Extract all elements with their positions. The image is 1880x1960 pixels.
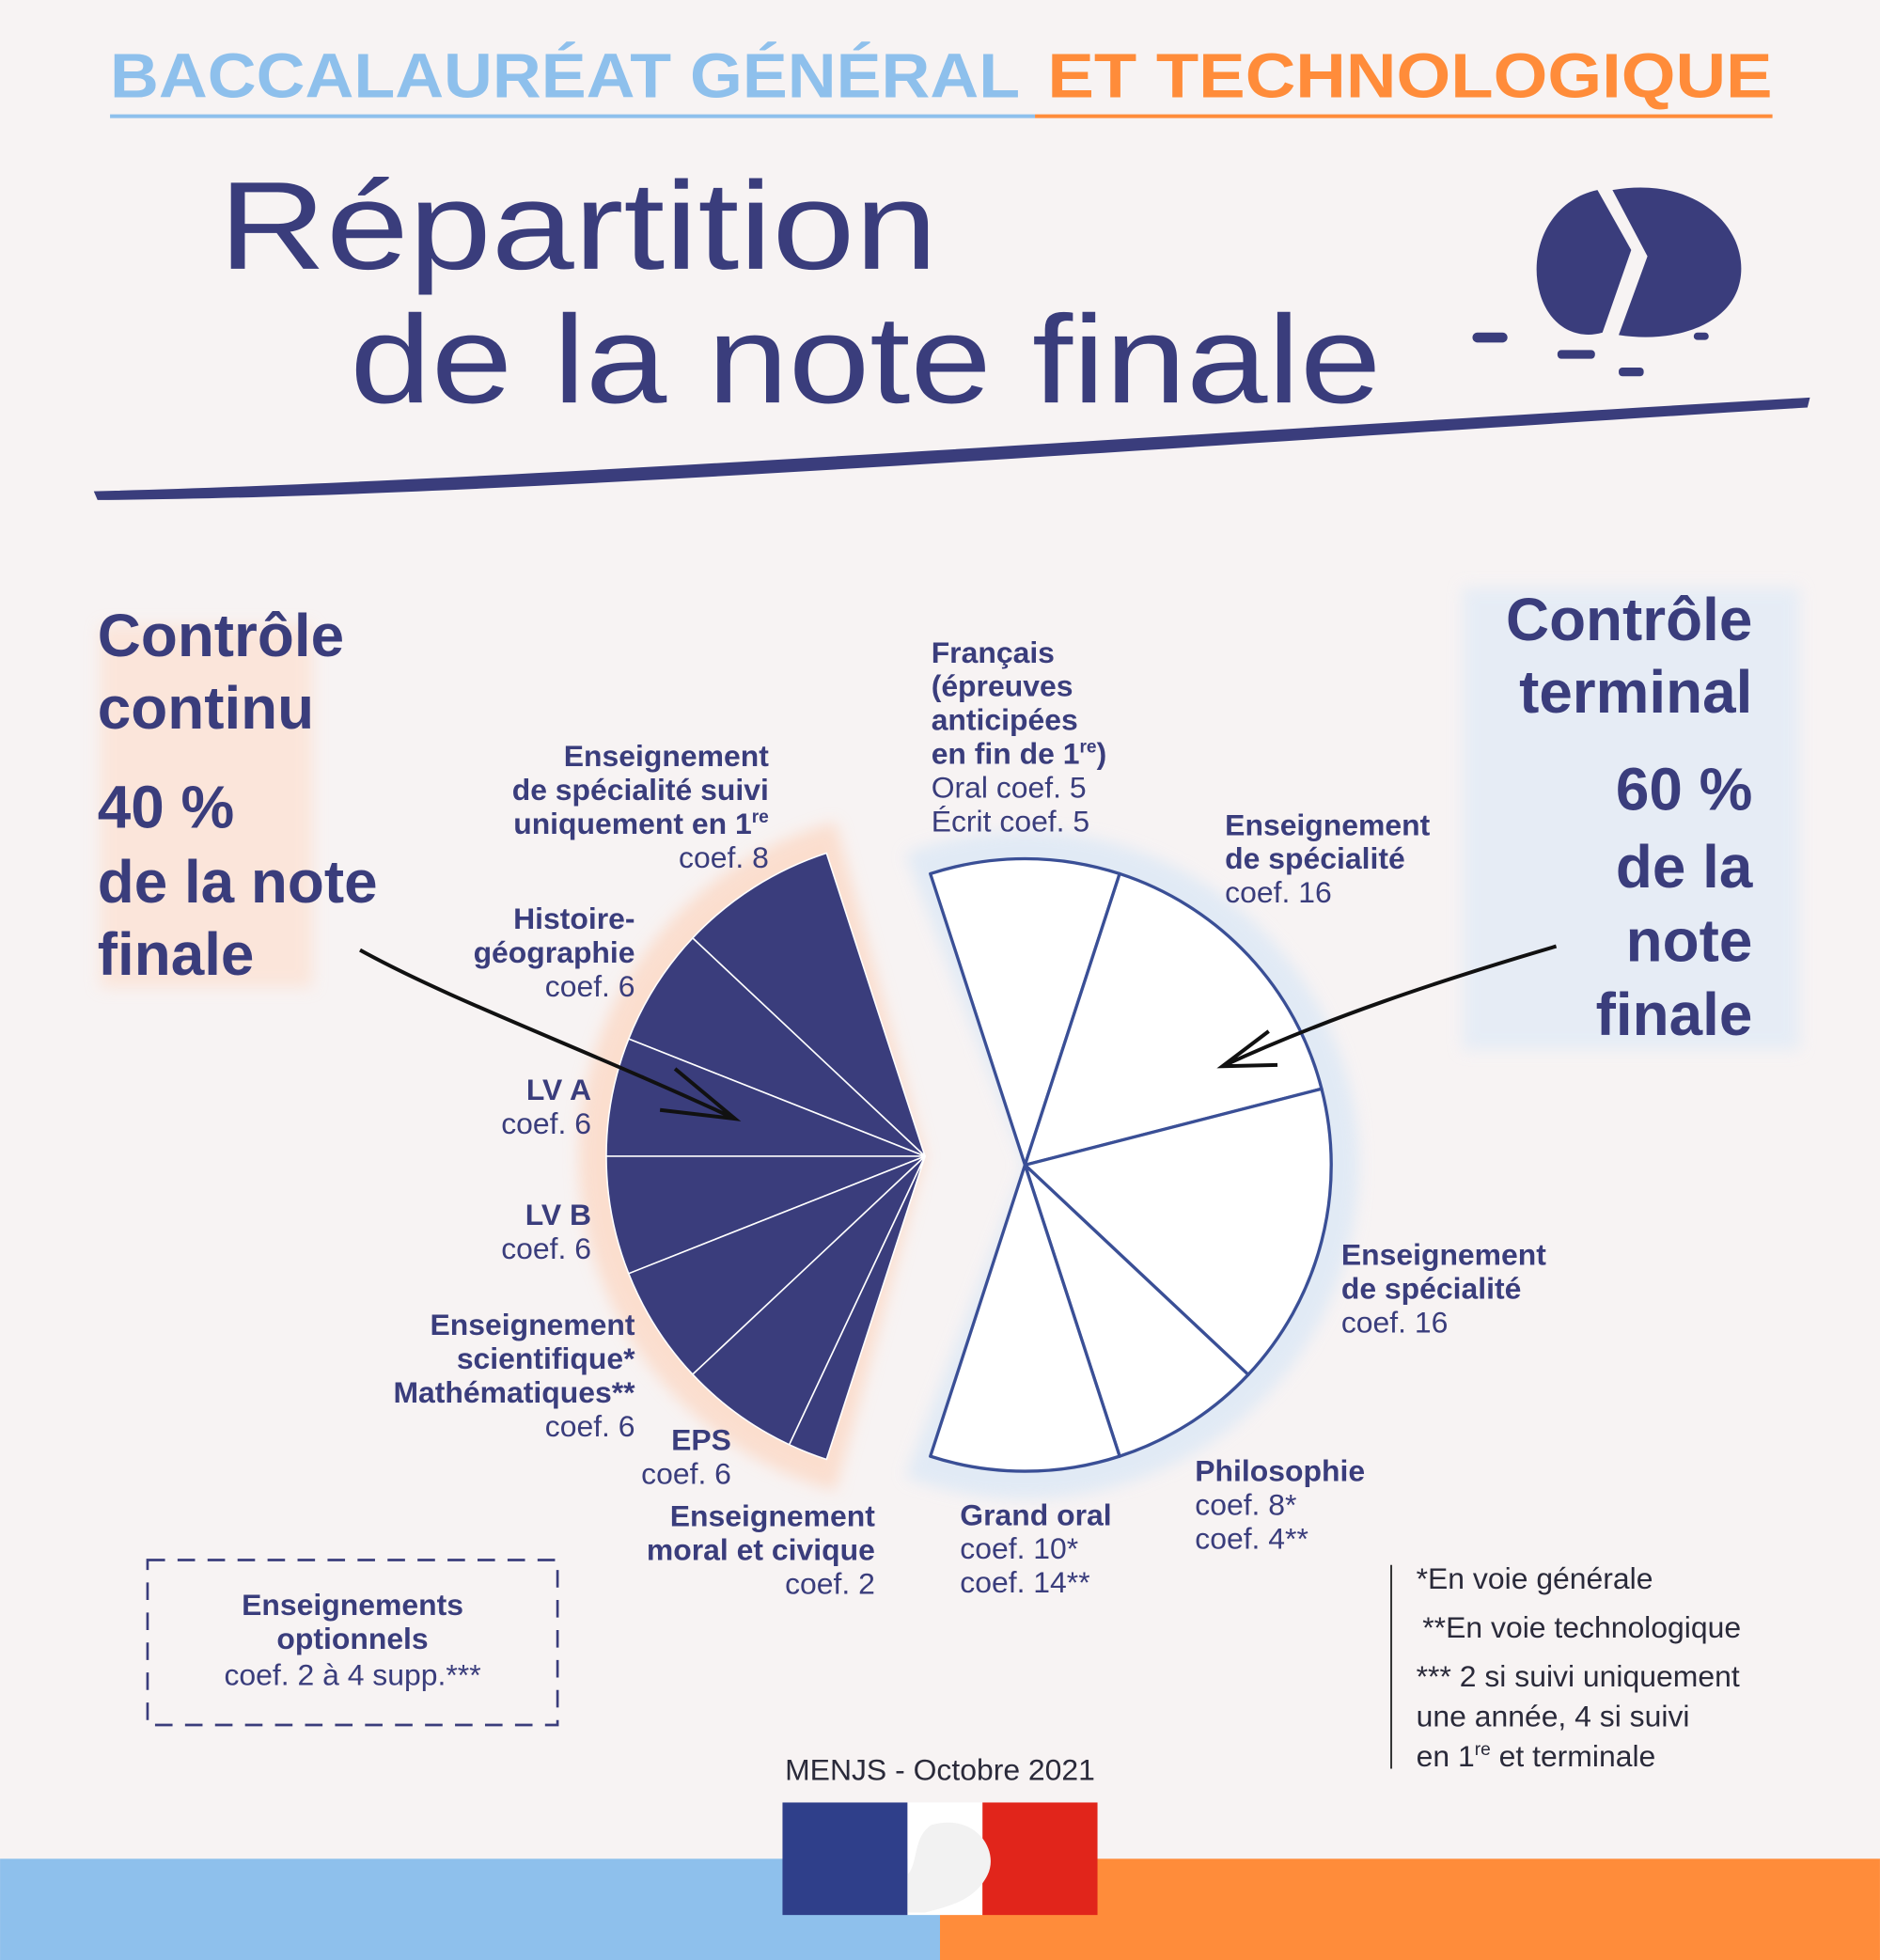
slice-name: Français xyxy=(932,635,1055,669)
slice-coef: coef. 6 xyxy=(501,1231,591,1265)
superscript: re xyxy=(1079,737,1096,757)
title-line: Répartition xyxy=(219,157,938,296)
panel-share: 40 % xyxy=(98,773,234,840)
panel-tail: finale xyxy=(98,920,255,988)
slice-name: Enseignement xyxy=(1341,1238,1546,1272)
slice-coef: coef. 16 xyxy=(1225,875,1332,909)
text-run: en fin de 1 xyxy=(932,736,1080,770)
logo xyxy=(782,1802,1098,1916)
slice-coef: coef. 6 xyxy=(545,969,635,1003)
superscript: re xyxy=(1475,1740,1491,1760)
slice-name: de spécialité xyxy=(1225,841,1405,875)
panel-share: 60 % xyxy=(1616,756,1752,823)
slice-name: scientifique* xyxy=(457,1341,635,1375)
pie-slice xyxy=(1023,1087,1333,1376)
slice-coef: coef. 4** xyxy=(1195,1522,1308,1556)
footnote: *En voie générale xyxy=(1417,1561,1653,1595)
slice-name: EPS xyxy=(671,1422,731,1456)
pie-slice xyxy=(1023,871,1324,1167)
header-part1: BACCALAURÉAT GÉNÉRAL xyxy=(110,41,1020,112)
slice-coef: coef. 6 xyxy=(501,1106,591,1140)
options-title: optionnels xyxy=(276,1622,428,1655)
slice-coef: coef. 10* xyxy=(960,1531,1078,1565)
left-backdrop xyxy=(100,624,313,988)
panel-heading: Contrôle xyxy=(98,602,344,669)
panel-tail: de la xyxy=(1616,833,1753,901)
slice-name: de spécialité xyxy=(1341,1272,1522,1306)
pie-slice xyxy=(692,852,926,1157)
superscript: re xyxy=(752,808,769,827)
text-run: en 1 xyxy=(1417,1739,1475,1773)
text-run: et terminale xyxy=(1491,1739,1656,1773)
footnote: en 1re et terminale xyxy=(1417,1739,1656,1773)
options-title: Enseignements xyxy=(242,1588,463,1622)
pie-slice xyxy=(1023,1163,1250,1458)
options-detail: coef. 2 à 4 supp.*** xyxy=(224,1657,480,1691)
right-backdrop xyxy=(1462,587,1800,1050)
slice-coef: coef. 6 xyxy=(641,1456,731,1490)
panel-tail: finale xyxy=(1596,980,1753,1048)
panel-tail: de la note xyxy=(98,848,378,916)
pie xyxy=(605,852,1333,1473)
slice-name: Grand oral xyxy=(960,1497,1111,1531)
title-line: de la note finale xyxy=(350,290,1381,430)
slice-coef: coef. 8* xyxy=(1195,1488,1296,1522)
pie-slice xyxy=(692,1155,926,1446)
slice-name: géographie xyxy=(474,935,635,969)
slice-coef: coef. 2 xyxy=(785,1566,875,1600)
footnote: *** 2 si suivi uniquement xyxy=(1417,1659,1740,1693)
slice-name: LV A xyxy=(526,1073,591,1106)
options-box xyxy=(146,1559,559,1727)
arrow xyxy=(359,948,742,1121)
panel-heading: continu xyxy=(98,674,314,742)
slice-name: Enseignement xyxy=(564,739,769,773)
slice-name: moral et civique xyxy=(647,1532,875,1566)
header-part2: ET TECHNOLOGIQUE xyxy=(1047,42,1772,112)
slice-name: Enseignement xyxy=(1225,808,1430,841)
slice-coef: coef. 14** xyxy=(960,1565,1089,1599)
source: MENJS - Octobre 2021 xyxy=(785,1753,1095,1787)
panel-tail: note xyxy=(1626,907,1753,975)
slice-coef: coef. 8 xyxy=(679,840,769,874)
slice-name: Philosophie xyxy=(1195,1454,1365,1488)
text-run: ) xyxy=(1097,736,1107,770)
slice-coef: Écrit coef. 5 xyxy=(932,804,1089,838)
pie-slice xyxy=(605,1155,926,1275)
slice-name: anticipées xyxy=(932,703,1078,737)
panel-heading: terminal xyxy=(1519,658,1752,726)
pie-icon xyxy=(1472,187,1742,377)
slice-coef: coef. 16 xyxy=(1341,1305,1449,1339)
text-run: uniquement en 1 xyxy=(513,807,752,840)
slice-name: de spécialité suivi xyxy=(512,773,769,807)
pie-slice xyxy=(929,1163,1121,1473)
pie-slice xyxy=(627,937,926,1157)
pie-slice xyxy=(605,1038,926,1157)
slice-name: en fin de 1re) xyxy=(932,736,1107,770)
brush-stroke xyxy=(93,397,1810,500)
pie-slice xyxy=(627,1155,926,1375)
panel-heading: Contrôle xyxy=(1506,586,1752,653)
slice-name: Mathématiques** xyxy=(393,1375,635,1409)
pie-slice xyxy=(929,856,1121,1167)
footnote: **En voie technologique xyxy=(1422,1610,1741,1644)
footnote: une année, 4 si suivi xyxy=(1417,1699,1690,1733)
slice-name: (épreuves xyxy=(932,669,1073,703)
slice-name: Enseignement xyxy=(670,1499,875,1533)
slice-name: Histoire- xyxy=(513,902,634,935)
slice-name: LV B xyxy=(525,1198,591,1231)
slice-coef: coef. 6 xyxy=(545,1409,635,1443)
slice-name: uniquement en 1re xyxy=(513,807,769,840)
arrow xyxy=(1216,944,1558,1069)
pie-slice xyxy=(788,1155,926,1461)
slice-coef: Oral coef. 5 xyxy=(932,770,1087,804)
slice-name: Enseignement xyxy=(430,1308,634,1341)
